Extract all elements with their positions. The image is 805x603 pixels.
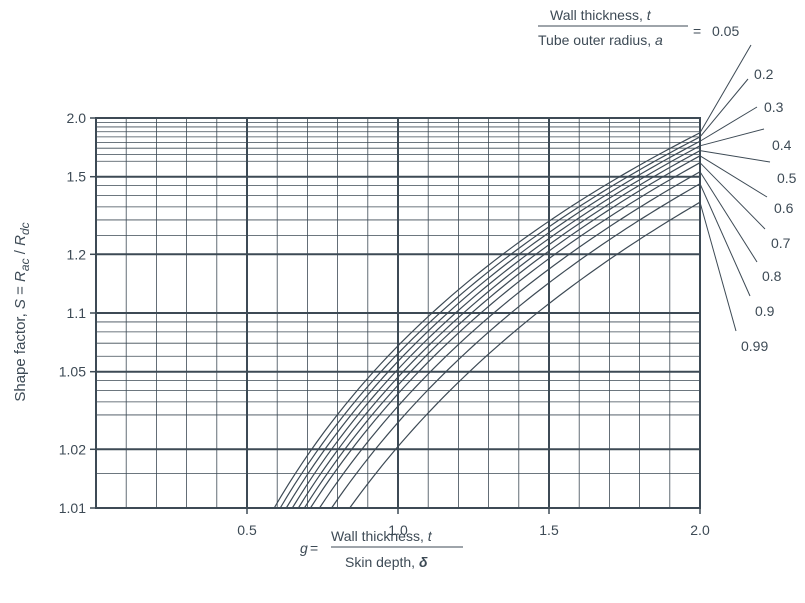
y-label-slash: / xyxy=(12,246,29,259)
y-label-R2: R xyxy=(12,235,29,246)
x-label-denominator: Skin depth, δ xyxy=(345,554,428,570)
legend-leader-0_8 xyxy=(699,171,758,263)
legend-label-0_99: 0.99 xyxy=(741,338,768,354)
series-line-0_5 xyxy=(297,150,701,509)
legend-label-0_6: 0.6 xyxy=(774,200,794,216)
series-curves xyxy=(273,132,701,509)
y-label-sub1: ac xyxy=(18,258,32,271)
series-line-0_99 xyxy=(349,201,701,509)
series-line-0_7 xyxy=(309,162,701,509)
series-line-0_2 xyxy=(279,136,701,509)
x-tick-label: 1.5 xyxy=(539,522,559,538)
x-tick-labels: 0.5 1.0 1.5 2.0 xyxy=(237,508,710,538)
series-line-0_3 xyxy=(285,140,701,509)
legend-label-0_2: 0.2 xyxy=(754,66,774,82)
legend-leader-0_7 xyxy=(699,162,766,230)
legend-label-0_5: 0.5 xyxy=(777,170,797,186)
legend-leader-lines xyxy=(699,44,771,332)
grid xyxy=(95,117,701,509)
x-label-numerator: Wall thickness, t xyxy=(331,528,433,544)
legend-title-eq: = xyxy=(693,23,701,39)
legend-leader-0_3 xyxy=(699,106,758,142)
y-label-sub2: dc xyxy=(18,222,32,235)
legend-leader-0_5 xyxy=(699,150,771,163)
series-line-0_05 xyxy=(273,132,701,509)
legend-label-0_3: 0.3 xyxy=(764,99,784,115)
series-line-0_4 xyxy=(291,145,701,509)
x-tick-label: 1.0 xyxy=(388,522,408,538)
legend-label-0_05: 0.05 xyxy=(712,23,739,39)
y-tick-label: 2.0 xyxy=(67,110,87,126)
y-tick-label: 1.05 xyxy=(59,364,86,380)
y-tick-label: 1.1 xyxy=(67,305,87,321)
x-label-eq: = xyxy=(310,540,318,556)
legend-title-numerator: Wall thickness, t xyxy=(550,7,652,23)
legend-labels: 0.05 0.2 0.3 0.4 0.5 0.6 0.7 0.8 0.9 0.99 xyxy=(712,23,797,354)
series-line-0_9 xyxy=(331,183,701,509)
legend-label-0_8: 0.8 xyxy=(762,268,782,284)
y-axis-label: Shape factor, S = Rac / Rdc xyxy=(12,222,32,401)
y-label-prefix: Shape factor, xyxy=(12,309,29,402)
y-tick-label: 1.5 xyxy=(67,169,87,185)
legend-leader-0_9 xyxy=(699,183,751,297)
legend-leader-0_2 xyxy=(699,78,749,138)
y-label-eq: = xyxy=(12,282,29,299)
series-line-0_6 xyxy=(303,155,701,509)
y-label-R1: R xyxy=(12,271,29,282)
legend-label-0_9: 0.9 xyxy=(755,303,775,319)
y-tick-label: 1.02 xyxy=(59,441,86,457)
x-axis-label: g = Wall thickness, t Skin depth, δ xyxy=(300,528,463,570)
legend-leader-0_05 xyxy=(699,44,752,134)
legend-leader-0_99 xyxy=(699,202,737,332)
legend-label-0_7: 0.7 xyxy=(771,235,791,251)
legend-leader-0_4 xyxy=(699,128,765,147)
y-tick-label: 1.2 xyxy=(67,246,87,262)
y-label-S: S xyxy=(12,299,29,309)
legend-label-0_4: 0.4 xyxy=(772,137,792,153)
legend-leader-0_6 xyxy=(699,155,768,198)
y-tick-label: 1.01 xyxy=(59,500,86,516)
series-line-0_8 xyxy=(318,171,701,509)
legend-title-denominator: Tube outer radius, a xyxy=(538,32,663,48)
legend-title: Wall thickness, t Tube outer radius, a = xyxy=(538,7,701,48)
x-tick-label: 0.5 xyxy=(237,522,257,538)
y-tick-labels: 2.0 1.5 1.2 1.1 1.05 1.02 1.01 xyxy=(59,110,96,516)
x-tick-label: 2.0 xyxy=(690,522,710,538)
x-label-g: g xyxy=(300,540,308,556)
